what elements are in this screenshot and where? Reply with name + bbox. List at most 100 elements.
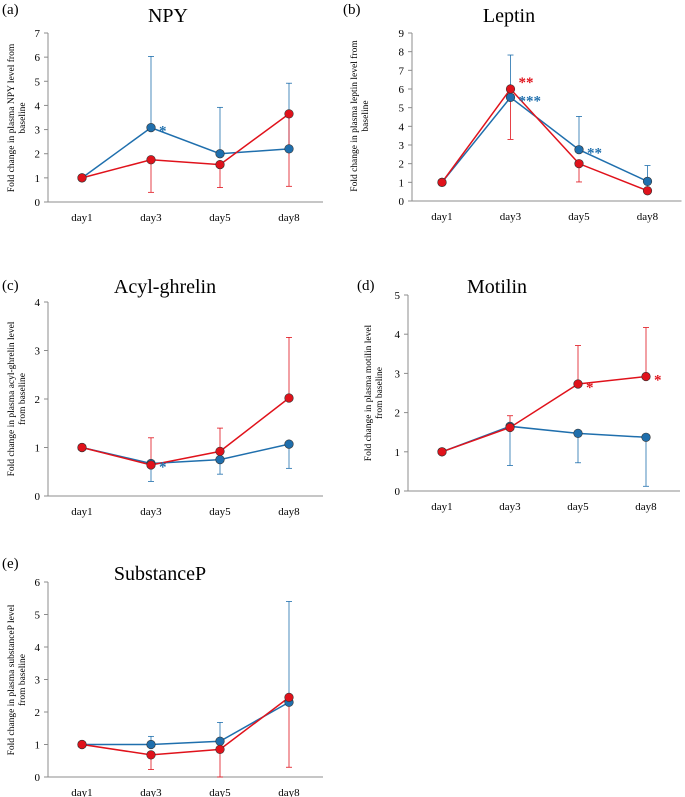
y-tick-label: 8 <box>399 47 405 59</box>
y-tick-label: 3 <box>35 125 41 137</box>
x-tick-label: day8 <box>278 212 300 224</box>
chart-panel-acyl-ghrelin: (c) Acyl-ghrelin Fold change in plasma acy… <box>2 276 323 518</box>
series-line-blue <box>81 443 290 465</box>
data-point-red <box>146 460 156 470</box>
significance-marker: ** <box>587 146 602 162</box>
y-tick-label: 2 <box>35 707 41 719</box>
y-tick-label: 1 <box>399 177 405 189</box>
y-axis-label-line: baseline <box>361 100 371 131</box>
significance-marker: * <box>586 380 594 396</box>
x-tick-label: day3 <box>499 501 521 513</box>
y-axis-label-line: Fold change in plasma substanceP level <box>7 604 17 755</box>
x-tick-label: day3 <box>500 211 522 223</box>
y-tick-label: 4 <box>399 121 405 133</box>
panel-label: (a) <box>2 2 19 18</box>
panel-label: (c) <box>2 278 19 294</box>
y-axis-label-line: from baseline <box>17 654 28 706</box>
x-tick-label: day8 <box>635 501 657 513</box>
y-axis-label-line: Fold change in plasma motilin level <box>364 324 374 461</box>
x-tick-label: day5 <box>209 787 231 797</box>
data-point-red <box>574 159 584 169</box>
y-axis-label-line: from baseline <box>374 367 385 419</box>
x-tick-label: day5 <box>567 501 589 513</box>
significance-marker: * <box>159 124 167 140</box>
chart-panel-substancep: (e) SubstanceP Fold change in plasma subst… <box>2 556 323 797</box>
y-tick-label: 0 <box>399 196 405 208</box>
y-tick-label: 1 <box>35 173 41 185</box>
y-tick-label: 0 <box>395 486 401 498</box>
data-point-blue <box>215 736 225 746</box>
y-tick-label: 0 <box>35 772 41 784</box>
y-tick-label: 2 <box>35 394 41 406</box>
significance-marker: * <box>159 460 167 476</box>
panel-label: (d) <box>357 278 375 294</box>
data-point-red <box>505 84 516 94</box>
y-tick-label: 5 <box>395 290 401 302</box>
panel-label: (b) <box>343 2 361 18</box>
data-point-blue <box>574 145 584 155</box>
y-tick-label: 1 <box>35 443 41 455</box>
x-tick-label: day5 <box>568 211 590 223</box>
x-tick-label: day3 <box>140 212 162 224</box>
x-tick-label: day3 <box>140 506 162 518</box>
x-tick-label: day8 <box>637 211 659 223</box>
y-tick-label: 7 <box>399 65 405 77</box>
significance-marker: *** <box>519 93 542 109</box>
data-point-blue <box>215 455 225 465</box>
data-point-red <box>77 739 87 750</box>
data-point-red <box>437 177 447 187</box>
y-tick-label: 5 <box>399 103 405 115</box>
y-axis-label-line: baseline <box>18 102 28 133</box>
chart-title: Leptin <box>483 5 535 27</box>
y-tick-label: 2 <box>399 159 405 171</box>
chart-title: Motilin <box>467 276 527 298</box>
series-line-red <box>441 375 647 453</box>
y-axis-label: Fold change in plasma NPY level from base… <box>6 43 28 192</box>
chart-panel-leptin: (b) Leptin Fold change in plasma leptin le… <box>343 2 682 223</box>
data-point-red <box>215 446 225 456</box>
y-tick-label: 0 <box>35 197 41 209</box>
data-point-red <box>215 744 225 754</box>
data-point-red <box>146 750 156 760</box>
series-line-blue <box>441 96 648 183</box>
y-axis-label: Fold change in plasma leptin level from b… <box>349 40 371 192</box>
data-point-blue <box>215 149 225 159</box>
series-line-red <box>81 397 290 466</box>
data-point-red <box>437 447 447 457</box>
y-tick-label: 9 <box>399 28 405 40</box>
data-point-red <box>77 442 87 453</box>
data-point-red <box>641 371 651 382</box>
series-line-red <box>81 696 290 756</box>
significance-marker: * <box>654 373 662 389</box>
chart-title: NPY <box>148 5 188 27</box>
data-point-blue <box>641 432 651 442</box>
y-tick-label: 4 <box>35 297 41 309</box>
y-tick-label: 4 <box>35 642 41 654</box>
significance-marker: ** <box>519 75 534 91</box>
y-tick-label: 1 <box>395 447 401 459</box>
data-point-red <box>573 379 583 389</box>
y-axis-label-line: from baseline <box>17 373 28 425</box>
series-line-blue <box>441 425 647 453</box>
data-point-blue <box>146 123 156 133</box>
data-point-red <box>146 155 156 165</box>
series-line-red <box>441 87 648 192</box>
y-axis-label-line: Fold change in plasma acyl-ghrelin level <box>7 321 17 476</box>
y-tick-label: 6 <box>35 577 41 589</box>
series-line-blue <box>82 701 290 746</box>
y-axis-label-line: Fold change in plasma NPY level from <box>6 43 17 192</box>
data-point-blue <box>573 428 583 438</box>
chart-title: SubstanceP <box>114 563 206 585</box>
data-point-red <box>284 109 294 119</box>
y-tick-label: 4 <box>395 329 401 341</box>
y-tick-label: 0 <box>35 491 41 503</box>
data-point-red <box>284 393 294 403</box>
y-tick-label: 3 <box>35 346 41 358</box>
x-tick-label: day8 <box>278 787 300 797</box>
panel-label: (e) <box>2 556 19 572</box>
data-point-red <box>215 159 225 170</box>
x-tick-label: day1 <box>431 501 452 513</box>
y-axis-label: Fold change in plasma acyl-ghrelin level… <box>7 321 28 476</box>
data-point-blue <box>642 176 653 186</box>
data-point-red <box>77 173 87 183</box>
